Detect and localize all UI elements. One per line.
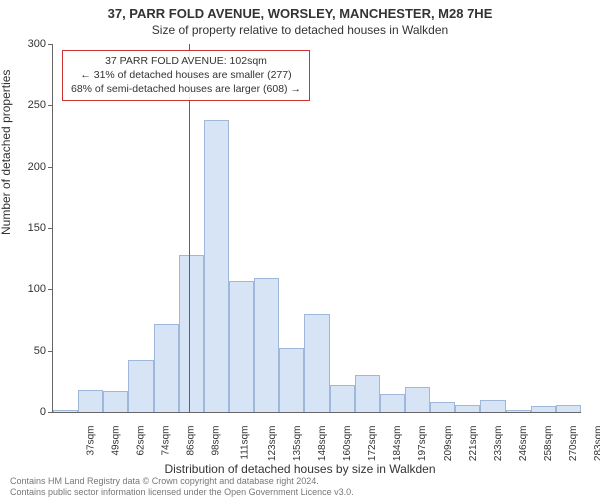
xtick-label: 62sqm — [135, 426, 146, 456]
chart-title: 37, PARR FOLD AVENUE, WORSLEY, MANCHESTE… — [0, 0, 600, 21]
ytick-mark — [48, 105, 52, 106]
ytick-label: 250 — [6, 99, 46, 111]
histogram-bar — [355, 375, 380, 412]
ytick-label: 0 — [6, 406, 46, 418]
histogram-bar — [179, 255, 204, 412]
chart-container: 37, PARR FOLD AVENUE, WORSLEY, MANCHESTE… — [0, 0, 600, 500]
x-axis-label: Distribution of detached houses by size … — [0, 462, 600, 476]
xtick-label: 160sqm — [342, 426, 353, 462]
histogram-bar — [229, 281, 254, 412]
footer-attribution: Contains HM Land Registry data © Crown c… — [10, 476, 354, 498]
ytick-mark — [48, 351, 52, 352]
histogram-bar — [254, 278, 279, 412]
footer-line-1: Contains HM Land Registry data © Crown c… — [10, 476, 354, 487]
histogram-bar — [556, 405, 581, 412]
xtick-label: 49sqm — [110, 426, 121, 456]
histogram-bar — [304, 314, 329, 412]
xtick-label: 123sqm — [267, 426, 278, 462]
histogram-bar — [53, 410, 78, 412]
xtick-label: 233sqm — [493, 426, 504, 462]
annotation-line-1: 37 PARR FOLD AVENUE: 102sqm — [71, 54, 301, 68]
xtick-label: 283sqm — [594, 426, 600, 462]
histogram-bar — [78, 390, 103, 412]
xtick-label: 111sqm — [240, 426, 251, 460]
xtick-label: 172sqm — [367, 426, 378, 462]
ytick-label: 100 — [6, 283, 46, 295]
ytick-mark — [48, 228, 52, 229]
xtick-label: 37sqm — [85, 426, 96, 456]
ytick-label: 150 — [6, 222, 46, 234]
histogram-bar — [154, 324, 179, 412]
ytick-mark — [48, 167, 52, 168]
ytick-mark — [48, 44, 52, 45]
histogram-bar — [279, 348, 304, 412]
xtick-label: 74sqm — [161, 426, 172, 456]
xtick-label: 270sqm — [568, 426, 579, 462]
xtick-label: 197sqm — [418, 426, 429, 462]
annotation-line-3: 68% of semi-detached houses are larger (… — [71, 82, 301, 96]
xtick-label: 98sqm — [211, 426, 222, 456]
histogram-bar — [480, 400, 505, 412]
histogram-bar — [455, 405, 480, 412]
histogram-bar — [405, 387, 430, 412]
xtick-label: 221sqm — [468, 426, 479, 462]
chart-subtitle: Size of property relative to detached ho… — [0, 21, 600, 37]
histogram-bar — [506, 410, 531, 412]
ytick-label: 200 — [6, 161, 46, 173]
histogram-bar — [531, 406, 556, 412]
ytick-label: 50 — [6, 345, 46, 357]
xtick-label: 246sqm — [518, 426, 529, 462]
histogram-bar — [430, 402, 455, 412]
histogram-bar — [330, 385, 355, 412]
annotation-box: 37 PARR FOLD AVENUE: 102sqm ← 31% of det… — [62, 50, 310, 101]
annotation-line-2: ← 31% of detached houses are smaller (27… — [71, 68, 301, 82]
histogram-bar — [128, 360, 153, 412]
xtick-label: 148sqm — [317, 426, 328, 462]
histogram-bar — [103, 391, 128, 412]
xtick-label: 86sqm — [186, 426, 197, 456]
histogram-bar — [380, 394, 405, 412]
histogram-bar — [204, 120, 229, 412]
xtick-label: 258sqm — [543, 426, 554, 462]
footer-line-2: Contains public sector information licen… — [10, 487, 354, 498]
xtick-label: 209sqm — [443, 426, 454, 462]
y-axis-label: Number of detached properties — [0, 70, 13, 235]
ytick-mark — [48, 289, 52, 290]
ytick-label: 300 — [6, 38, 46, 50]
xtick-label: 184sqm — [392, 426, 403, 462]
xtick-label: 135sqm — [292, 426, 303, 462]
ytick-mark — [48, 412, 52, 413]
